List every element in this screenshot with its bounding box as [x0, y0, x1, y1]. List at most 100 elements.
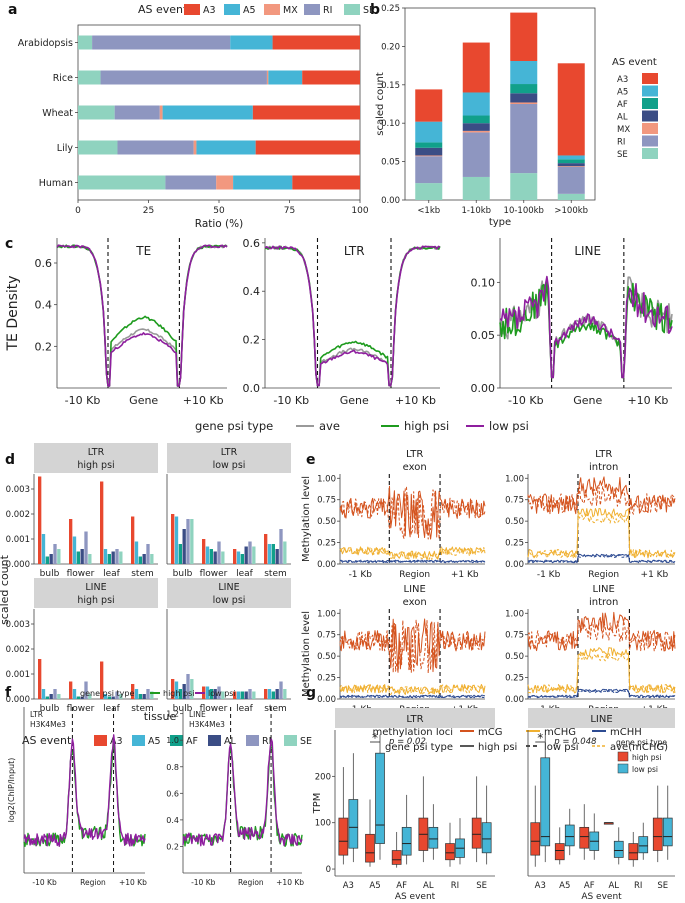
e3-title: LINE [593, 584, 615, 595]
ylabel-g: TPM [312, 793, 323, 815]
bar-b-10-100kb-mx [510, 102, 538, 104]
xlabel-a: Ratio (%) [195, 218, 243, 230]
e3-ytick-label-1: 0.25 [505, 674, 524, 684]
g0-box-se-low [481, 822, 492, 854]
bar-a-lily-se [78, 140, 118, 155]
legend-a-key-mx [264, 4, 280, 15]
d0-bar-bulb-ri [53, 544, 57, 564]
d2-bar-leaf-a5 [103, 694, 108, 699]
legend-g-label-low-psi: low psi [632, 765, 658, 774]
e2-ytick-label-1: 0.25 [317, 674, 336, 684]
g0-box-ri-high [445, 843, 455, 861]
bar-b-1-10kb-se [462, 176, 490, 200]
legend-b-key-a5 [642, 85, 658, 97]
c1-line-high [265, 245, 441, 387]
bar-a-rice-a5 [268, 70, 303, 85]
e2-title: LINE [404, 584, 426, 595]
ytick-label-b-0: 0.00 [381, 196, 400, 206]
d0-xtick-label-bulb: bulb [40, 569, 60, 579]
d0-ytick-label-2: 0.002 [6, 510, 30, 520]
d1-strip-subtitle: low psi [213, 460, 246, 471]
legend-b-key-af [642, 98, 658, 109]
e0-title: LTR [406, 449, 423, 460]
d0-bar-bulb-se [57, 549, 61, 564]
legend-g-title: gene psi type [616, 738, 667, 747]
e2-ytick-label-3: 0.75 [317, 631, 336, 641]
d0-xtick-label-flower: flower [67, 569, 95, 579]
bar-b--1kb-a5 [415, 121, 443, 143]
bar-b-10-100kb-ri [510, 104, 538, 174]
g0-pvalue: p = 0.02 [388, 737, 426, 747]
c0-ytick-label-1: 0.4 [35, 299, 53, 312]
e0-ytick-label-4: 1.00 [317, 474, 336, 484]
e1-xtick-label-1: Region [588, 570, 619, 580]
c2-line-ave [499, 276, 673, 379]
legend-b-label-ri: RI [617, 138, 625, 148]
legend-a-label-se: SE [363, 5, 375, 16]
bar-a-arabidopsis-ri [92, 35, 231, 50]
d2-strip-subtitle: high psi [77, 595, 114, 606]
g0-box-af-high [391, 850, 402, 865]
bar-b--100kb-al [557, 163, 585, 167]
d2-bar-flower-a3 [69, 681, 73, 699]
d0-bar-leaf-al [111, 551, 115, 564]
f1-xtick-label-2: +10 Kb [276, 878, 304, 887]
c1-ytick-label-1: 0.2 [243, 334, 261, 347]
d3-bar-leaf-se [252, 691, 256, 699]
d3-bar-leaf-a5 [236, 691, 241, 699]
g1-xtick-label-a5: A5 [559, 881, 570, 891]
f1-xtick-label-0: -10 Kb [191, 878, 216, 887]
legend-d-label-a5: A5 [148, 736, 161, 747]
e1-ytick-label-2: 0.50 [505, 517, 524, 527]
e3-ytick-label-3: 0.75 [505, 631, 524, 641]
d1-bar-flower-se [221, 551, 225, 564]
ylabel-c: TE Density [5, 275, 21, 351]
xtick-label-a-3: 75 [284, 206, 295, 216]
d3-bar-stem-af [271, 691, 275, 699]
d0-strip-title: LTR [88, 447, 105, 458]
xtick-label-a-2: 50 [213, 206, 225, 216]
c0-ytick-label-0: 0.2 [35, 340, 53, 353]
d3-bar-bulb-se [190, 679, 194, 699]
panel-label-g: g [306, 685, 316, 701]
legend-a-label-mx: MX [283, 5, 298, 16]
c2-xtick-label-0: -10 Kb [508, 394, 544, 407]
ytick-label-b-4: 0.20 [381, 42, 400, 52]
g1-xtick-label-al: AL [608, 881, 619, 891]
legend-c-title: gene psi type [195, 419, 273, 433]
d2-ytick-label-2: 0.002 [6, 645, 30, 655]
d0-bar-leaf-af [107, 554, 111, 564]
f1-ytick-label-4: 1.0 [166, 736, 179, 745]
e0-line-mchg-low-psi [339, 546, 486, 560]
d2-xtick-label-stem: stem [131, 704, 154, 714]
e0-line-mchh-high-psi [339, 559, 485, 564]
d1-bar-stem-al [275, 549, 279, 564]
d3-xtick-label-leaf: leaf [236, 704, 254, 714]
d3-bar-bulb-af [178, 689, 182, 699]
d0-bar-leaf-ri [115, 549, 119, 564]
bar-b--1kb-ri [415, 156, 443, 184]
d1-bar-stem-a5 [267, 544, 272, 564]
legend-b-label-a5: A5 [617, 88, 628, 98]
g0-xtick-label-af: AF [396, 881, 407, 891]
c0-title: TE [135, 244, 151, 258]
d1-bar-flower-a3 [202, 539, 206, 564]
legend-d-key-a3 [94, 735, 107, 746]
e1-ytick-label-1: 0.25 [505, 539, 524, 549]
d3-bar-stem-a3 [264, 689, 268, 699]
bar-b--100kb-af [557, 159, 585, 164]
d3-bar-flower-af [209, 689, 213, 699]
d0-xtick-label-stem: stem [131, 569, 154, 579]
bar-b--100kb-a3 [557, 63, 585, 156]
d1-bar-stem-se [283, 541, 287, 564]
c1-xtick-label-0: -10 Kb [273, 394, 309, 407]
g1-strip [528, 708, 675, 728]
bar-a-human-mx [216, 175, 234, 190]
bar-b--1kb-al [415, 147, 443, 156]
bar-b-10-100kb-se [510, 173, 538, 200]
e3-line-mchh-low-psi [528, 689, 676, 699]
e0-ytick-label-3: 0.75 [317, 496, 336, 506]
ytick-label-a-rice: Rice [53, 73, 73, 84]
legend-e-label-mcg: mCG [478, 727, 502, 738]
g1-box-a5-low [564, 824, 575, 847]
